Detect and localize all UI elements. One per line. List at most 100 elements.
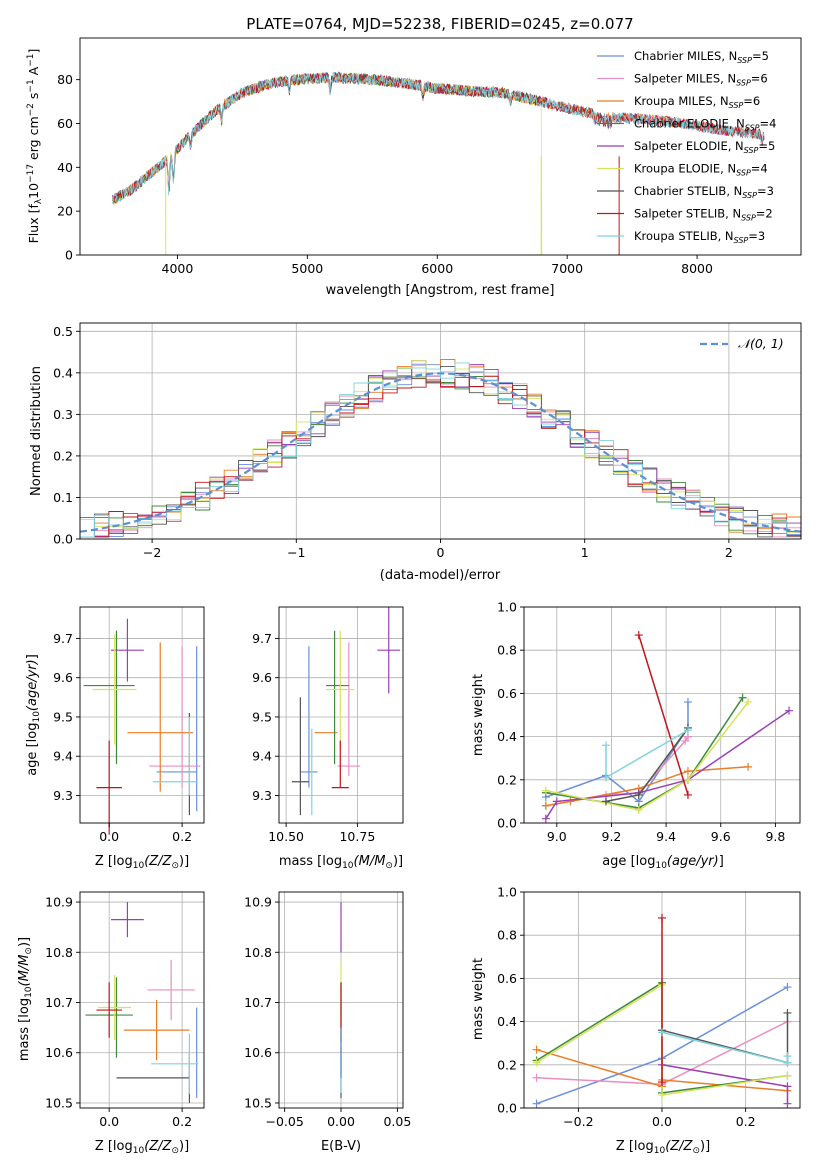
- spectrum-xtick-label: 5000: [291, 261, 323, 276]
- legend-label: Kroupa ELODIE, NSSP=4: [634, 162, 768, 178]
- normal-distribution-curve: [79, 372, 802, 533]
- residual-histogram-kroupa_stelib: [79, 362, 802, 539]
- legend-label: Chabrier MILES, NSSP=5: [634, 49, 769, 65]
- z-vs-age-axes-frame: [79, 606, 205, 824]
- ebv-vs-mass-ytick-label: 10.7: [244, 995, 272, 1010]
- spectrum-xtick-label: 7000: [551, 261, 583, 276]
- age-vs-weight-marker: [683, 775, 692, 784]
- z-vs-weight-marker: [658, 1078, 666, 1087]
- z-vs-age-ytick-label: 9.7: [53, 631, 73, 646]
- z-vs-weight-ytick-label: 0.0: [497, 1101, 517, 1116]
- age-vs-weight-xtick-label: 9.2: [602, 829, 622, 844]
- z-vs-age-ylabel: age [log10(age/yr)]: [25, 654, 42, 776]
- age-vs-weight-marker: [541, 814, 550, 823]
- z-vs-weight-ytick-label: 0.2: [497, 1057, 517, 1072]
- z-vs-weight-marker: [532, 1073, 541, 1082]
- age-vs-weight-marker: [744, 698, 753, 707]
- figure-title: PLATE=0764, MJD=52238, FIBERID=0245, z=0…: [246, 15, 633, 33]
- z-vs-weight-marker: [532, 1058, 541, 1067]
- z-vs-weight-marker: [532, 1099, 541, 1108]
- legend-label: Chabrier STELIB, NSSP=3: [634, 184, 774, 200]
- mass-vs-age-ytick-label: 9.5: [252, 709, 272, 724]
- age-vs-weight-marker: [683, 726, 692, 735]
- z-vs-mass-ytick-label: 10.5: [45, 1095, 73, 1110]
- mass-vs-age-xtick-label: 10.75: [339, 829, 375, 844]
- age-vs-weight-marker: [634, 806, 643, 815]
- mass-vs-age-xlabel: mass [log10(M/M⊙)]: [279, 854, 403, 871]
- legend-label: Salpeter ELODIE, NSSP=5: [634, 139, 775, 155]
- age-vs-weight-marker: [566, 797, 575, 806]
- age-vs-weight-xtick-label: 9.6: [711, 829, 731, 844]
- z-vs-weight-marker: [658, 913, 666, 922]
- mass-vs-age-ytick-label: 9.7: [252, 631, 272, 646]
- age-vs-weight-marker: [634, 631, 643, 640]
- ebv-vs-mass-ytick-label: 10.8: [244, 945, 272, 960]
- z-vs-weight-xtick-label: −0.2: [563, 1114, 593, 1129]
- age-vs-weight-marker: [683, 790, 692, 799]
- z-vs-weight-ytick-label: 0.6: [497, 971, 517, 986]
- residuals-xtick-label: −2: [143, 545, 161, 560]
- z-vs-weight-xtick-label: 0.0: [652, 1114, 672, 1129]
- z-vs-weight-series-chabrier_stelib: [661, 1013, 789, 1064]
- age-vs-weight-ytick-label: 0.0: [497, 816, 517, 831]
- ebv-vs-mass-panel: −0.05 0.00 0.05 10.5 10.6 10.7 10.8 10.9: [244, 891, 411, 1129]
- z-vs-weight-ylabel: mass weight: [471, 958, 486, 1040]
- z-vs-weight-xtick-label: 0.2: [736, 1114, 756, 1129]
- spectrum-ytick-label: 20: [57, 204, 73, 219]
- z-vs-age-ytick-label: 9.6: [53, 670, 73, 685]
- mass-vs-age-ytick-label: 9.3: [252, 788, 272, 803]
- spectrum-line-kroupa_stelib: [112, 71, 765, 204]
- z-vs-mass-ytick-label: 10.9: [45, 895, 73, 910]
- mass-vs-age-xtick-label: 10.50: [268, 829, 304, 844]
- z-vs-mass-xtick-label: 0.2: [172, 1114, 192, 1129]
- age-vs-weight-xtick-label: 9.4: [656, 829, 676, 844]
- residual-histogram-salpeter_stelib: [79, 375, 802, 539]
- spectrum-line-kroupa_elodie: [112, 72, 543, 256]
- spectrum-ytick-label: 60: [57, 116, 73, 131]
- age-vs-weight-marker: [552, 797, 561, 806]
- age-vs-weight-ytick-label: 0.2: [497, 772, 517, 787]
- ebv-vs-mass-ytick-label: 10.5: [244, 1095, 272, 1110]
- spectrum-xlabel: wavelength [Angstrom, rest frame]: [326, 283, 555, 298]
- age-vs-weight-ytick-label: 0.6: [497, 686, 517, 701]
- legend-label: Salpeter MILES, NSSP=6: [634, 72, 768, 88]
- age-vs-weight-marker: [601, 797, 610, 806]
- residuals-xtick-label: 2: [725, 545, 733, 560]
- residuals-xtick-label: −1: [287, 545, 305, 560]
- z-vs-weight-marker: [783, 1071, 792, 1080]
- age-vs-weight-marker: [681, 736, 690, 745]
- z-vs-age-xtick-label: 0.0: [99, 829, 119, 844]
- age-vs-weight-marker: [541, 786, 550, 795]
- normal-legend-label: 𝒩(0, 1): [738, 336, 784, 351]
- ebv-vs-mass-xtick-label: 0.00: [327, 1114, 355, 1129]
- age-vs-weight-ylabel: mass weight: [471, 674, 486, 756]
- age-vs-weight-xtick-label: 9.8: [765, 829, 785, 844]
- age-vs-weight-marker: [785, 706, 794, 715]
- age-vs-weight-marker: [683, 698, 692, 707]
- z-vs-weight-marker: [783, 1052, 792, 1061]
- z-vs-mass-axes-frame: [79, 891, 205, 1109]
- age-vs-weight-marker: [683, 767, 692, 776]
- age-vs-weight-ytick-label: 1.0: [497, 600, 517, 615]
- age-vs-weight-marker: [744, 762, 753, 771]
- age-vs-weight-xlabel: age [log10(age/yr)]: [602, 854, 724, 871]
- mass-vs-age-ytick-label: 9.6: [252, 670, 272, 685]
- z-vs-age-ytick-label: 9.3: [53, 788, 73, 803]
- z-vs-weight-marker: [658, 1028, 666, 1037]
- residuals-ytick-label: 0.1: [53, 490, 73, 505]
- z-vs-weight-marker: [532, 1045, 541, 1054]
- ebv-vs-mass-ytick-label: 10.9: [244, 895, 272, 910]
- residuals-ytick-label: 0.5: [53, 324, 73, 339]
- age-vs-weight-marker: [601, 773, 610, 782]
- spectrum-ylabel: Flux [fλ10−17 erg cm−2 s−1 A−1]: [26, 49, 44, 244]
- spectrum-ytick-label: 40: [57, 160, 73, 175]
- z-vs-weight-xlabel: Z [log10(Z/Z⊙)]: [616, 1139, 710, 1156]
- z-vs-weight-ytick-label: 1.0: [497, 885, 517, 900]
- legend-label: Kroupa STELIB, NSSP=3: [634, 229, 765, 245]
- legend-label: Chabrier ELODIE, NSSP=4: [634, 117, 776, 133]
- age-vs-weight-series-chabrier_miles: [545, 702, 689, 803]
- age-vs-weight-marker: [541, 801, 550, 810]
- z-vs-mass-ytick-label: 10.7: [45, 995, 73, 1010]
- residuals-axes-frame: [79, 322, 802, 540]
